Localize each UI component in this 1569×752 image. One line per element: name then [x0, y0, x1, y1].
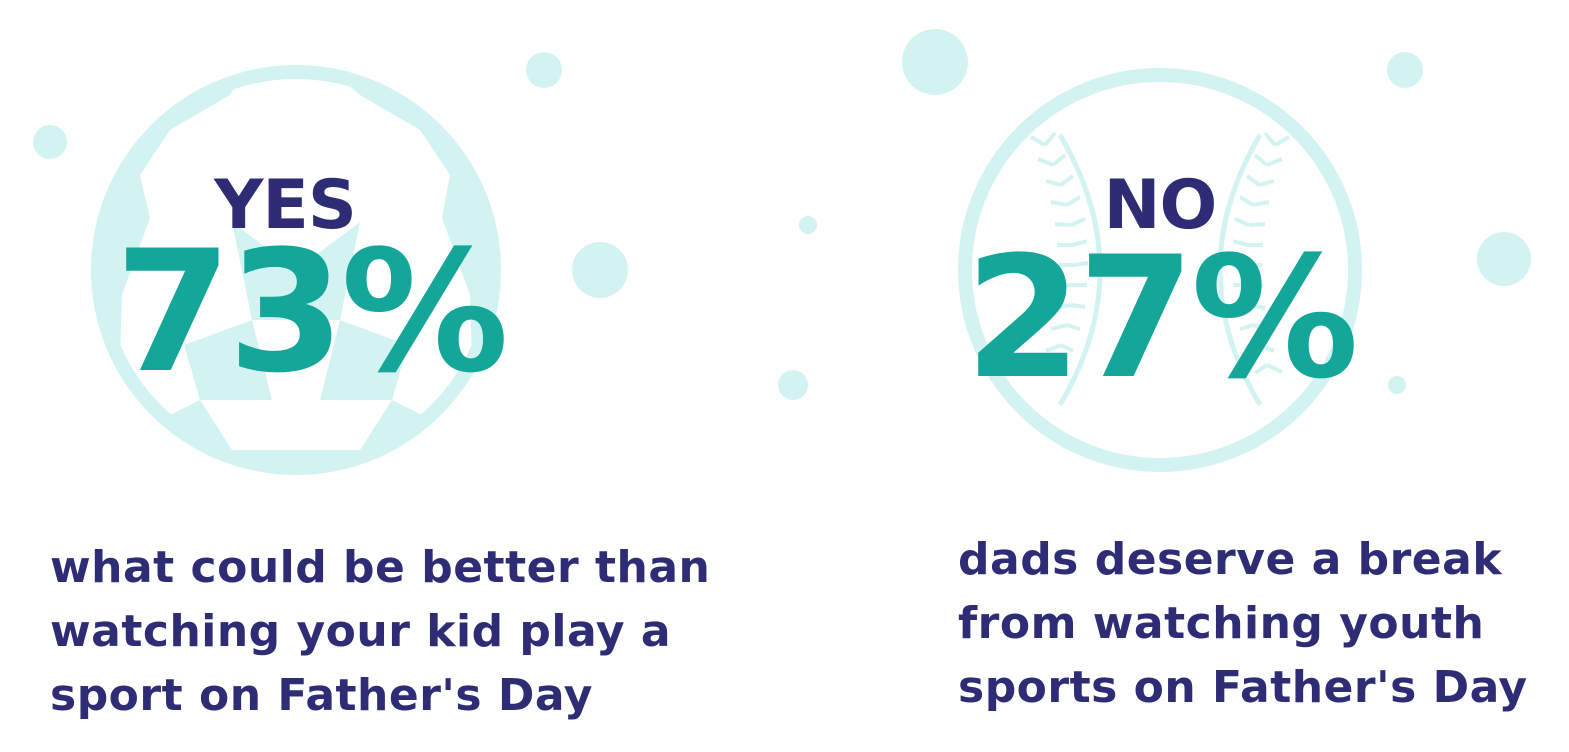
yes-percentage: 73%	[114, 214, 509, 410]
caption-line: what could be better than	[50, 542, 711, 593]
bubble-icon	[902, 29, 968, 95]
baseball-icon	[958, 68, 1362, 472]
bubble-icon	[1387, 52, 1423, 88]
yes-caption: what could be better than watching your …	[50, 536, 750, 728]
bubble-icon	[778, 370, 808, 400]
caption-line: dads deserve a break	[958, 534, 1503, 585]
yes-label: YES	[214, 166, 357, 245]
bubble-icon	[33, 125, 67, 159]
caption-line: sports on Father's Day	[958, 662, 1528, 713]
caption-line: from watching youth	[958, 598, 1485, 649]
caption-line: sport on Father's Day	[50, 670, 593, 721]
bubble-icon	[1477, 232, 1531, 286]
caption-line: watching your kid play a	[50, 606, 672, 657]
no-percentage: 27%	[964, 220, 1359, 416]
bubble-icon	[572, 242, 628, 298]
bubble-icon	[1388, 376, 1406, 394]
soccer-ball-icon	[91, 65, 501, 475]
no-caption: dads deserve a break from watching youth…	[958, 528, 1558, 720]
bubble-icon	[526, 52, 562, 88]
bubble-icon	[799, 216, 817, 234]
no-label: NO	[1103, 166, 1218, 245]
decorative-bubbles	[33, 29, 1531, 400]
